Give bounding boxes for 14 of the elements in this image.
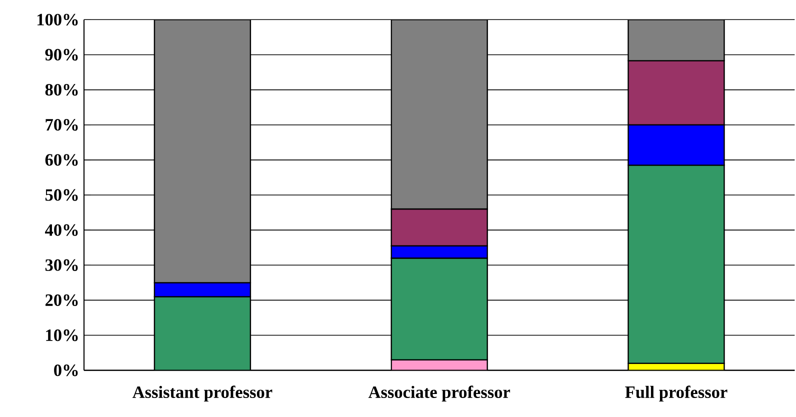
y-tick-label: 80% [45, 84, 78, 96]
y-tick-label: 40% [45, 224, 78, 236]
x-tick-label: Full professor [625, 386, 728, 402]
x-tick-label: Associate professor [368, 386, 510, 402]
y-tick-label: 0% [54, 364, 78, 376]
y-tick-label: 90% [45, 48, 78, 61]
y-tick-label: 70% [46, 119, 78, 131]
y-tick-label: 20% [46, 294, 78, 306]
y-tick-label: 100% [38, 14, 78, 26]
y-tick-label: 30% [45, 259, 78, 271]
y-tick-label: 50% [45, 189, 78, 201]
x-tick-label: Assistant professor [132, 386, 272, 402]
y-tick-label: 10% [46, 329, 78, 342]
y-tick-label: 60% [45, 154, 78, 166]
